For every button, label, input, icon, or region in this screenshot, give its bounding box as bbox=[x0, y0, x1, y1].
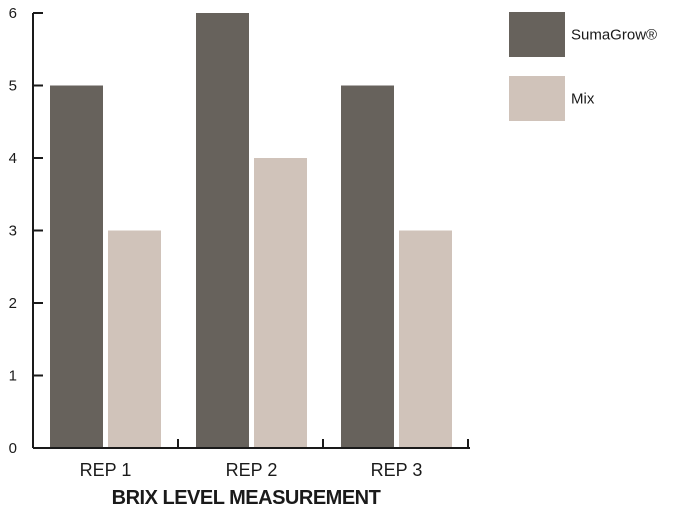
x-category-label: REP 1 bbox=[80, 460, 132, 480]
y-tick-label: 1 bbox=[9, 368, 17, 385]
x-category-label: REP 3 bbox=[371, 460, 423, 480]
y-tick-label: 0 bbox=[9, 440, 17, 457]
y-tick-label: 5 bbox=[9, 78, 17, 95]
bar-sumagrow-3 bbox=[341, 85, 394, 447]
chart-legend: SumaGrow® Mix bbox=[509, 12, 657, 121]
legend-label-mix: Mix bbox=[571, 91, 595, 108]
y-tick-label: 3 bbox=[9, 223, 17, 240]
x-category-label: REP 2 bbox=[226, 460, 278, 480]
x-axis-labels: REP 1 REP 2 REP 3 bbox=[80, 460, 423, 480]
chart-axes: 0 1 2 3 4 5 6 bbox=[9, 5, 470, 457]
y-tick-label: 2 bbox=[9, 295, 17, 312]
bar-mix-2 bbox=[254, 158, 307, 447]
y-tick-label: 6 bbox=[9, 5, 17, 22]
bar-mix-3 bbox=[399, 230, 452, 447]
y-tick-label: 4 bbox=[9, 150, 17, 167]
legend-swatch-sumagrow bbox=[509, 12, 565, 57]
bar-sumagrow-1 bbox=[50, 85, 103, 447]
chart-bars bbox=[50, 13, 452, 447]
bar-mix-1 bbox=[108, 230, 161, 447]
bar-sumagrow-2 bbox=[196, 13, 249, 447]
legend-label-sumagrow: SumaGrow® bbox=[571, 27, 657, 44]
legend-swatch-mix bbox=[509, 76, 565, 121]
chart-title: BRIX LEVEL MEASUREMENT bbox=[112, 487, 381, 509]
